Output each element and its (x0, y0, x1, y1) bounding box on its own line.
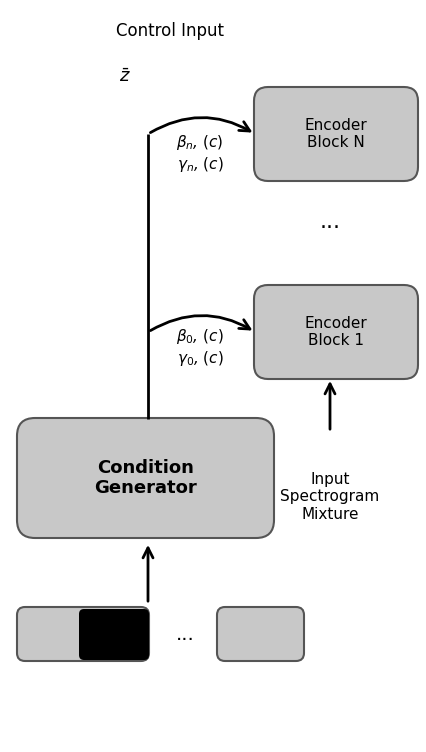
Text: $\bar{z}$: $\bar{z}$ (119, 68, 131, 86)
Text: ...: ... (176, 624, 194, 644)
Text: Encoder
Block N: Encoder Block N (305, 118, 367, 150)
Text: ...: ... (320, 212, 340, 232)
FancyBboxPatch shape (254, 285, 418, 379)
FancyBboxPatch shape (254, 87, 418, 181)
FancyBboxPatch shape (217, 607, 304, 661)
Text: $\gamma_0$, $(c)$: $\gamma_0$, $(c)$ (176, 350, 223, 368)
Text: Encoder
Block 1: Encoder Block 1 (305, 316, 367, 348)
FancyBboxPatch shape (17, 607, 149, 661)
FancyBboxPatch shape (79, 609, 149, 660)
Text: Input
Spectrogram
Mixture: Input Spectrogram Mixture (280, 472, 380, 522)
Text: $\beta_n$, $(c)$: $\beta_n$, $(c)$ (176, 132, 224, 151)
Text: $\beta_0$, $(c)$: $\beta_0$, $(c)$ (176, 328, 224, 347)
Text: $\gamma_n$, $(c)$: $\gamma_n$, $(c)$ (176, 154, 223, 174)
Text: Control Input: Control Input (116, 22, 224, 40)
FancyBboxPatch shape (17, 418, 274, 538)
Text: Condition
Generator: Condition Generator (94, 459, 197, 497)
